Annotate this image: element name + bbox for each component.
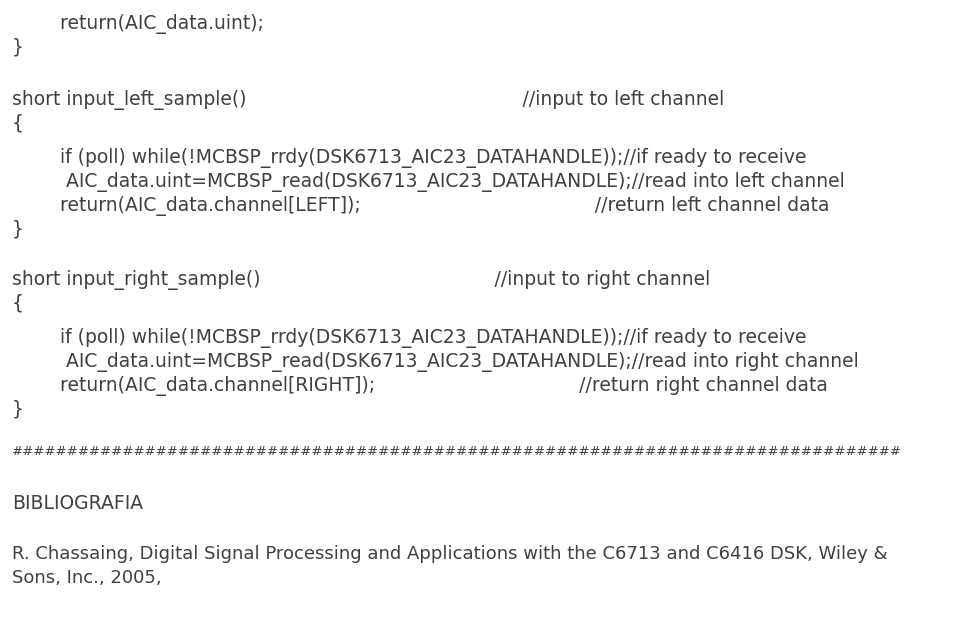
Text: {: { bbox=[12, 114, 24, 133]
Text: {: { bbox=[12, 294, 24, 313]
Text: return(AIC_data.channel[RIGHT]);                                  //return right: return(AIC_data.channel[RIGHT]); //retur… bbox=[12, 376, 828, 396]
Text: AIC_data.uint=MCBSP_read(DSK6713_AIC23_DATAHANDLE);//read into left channel: AIC_data.uint=MCBSP_read(DSK6713_AIC23_D… bbox=[12, 172, 845, 192]
Text: }: } bbox=[12, 38, 24, 57]
Text: AIC_data.uint=MCBSP_read(DSK6713_AIC23_DATAHANDLE);//read into right channel: AIC_data.uint=MCBSP_read(DSK6713_AIC23_D… bbox=[12, 352, 859, 372]
Text: }: } bbox=[12, 220, 24, 239]
Text: ################################################################################: ########################################… bbox=[12, 445, 902, 458]
Text: }: } bbox=[12, 400, 24, 419]
Text: R. Chassaing, Digital Signal Processing and Applications with the C6713 and C641: R. Chassaing, Digital Signal Processing … bbox=[12, 545, 888, 563]
Text: if (poll) while(!MCBSP_rrdy(DSK6713_AIC23_DATAHANDLE));//if ready to receive: if (poll) while(!MCBSP_rrdy(DSK6713_AIC2… bbox=[12, 328, 806, 348]
Text: BIBLIOGRAFIA: BIBLIOGRAFIA bbox=[12, 494, 143, 513]
Text: return(AIC_data.channel[LEFT]);                                       //return l: return(AIC_data.channel[LEFT]); //return… bbox=[12, 196, 829, 216]
Text: return(AIC_data.uint);: return(AIC_data.uint); bbox=[12, 14, 264, 34]
Text: short input_left_sample()                                              //input t: short input_left_sample() //input t bbox=[12, 90, 724, 110]
Text: Sons, Inc., 2005,: Sons, Inc., 2005, bbox=[12, 569, 161, 587]
Text: short input_right_sample()                                       //input to righ: short input_right_sample() //input to ri… bbox=[12, 270, 710, 290]
Text: if (poll) while(!MCBSP_rrdy(DSK6713_AIC23_DATAHANDLE));//if ready to receive: if (poll) while(!MCBSP_rrdy(DSK6713_AIC2… bbox=[12, 148, 806, 168]
